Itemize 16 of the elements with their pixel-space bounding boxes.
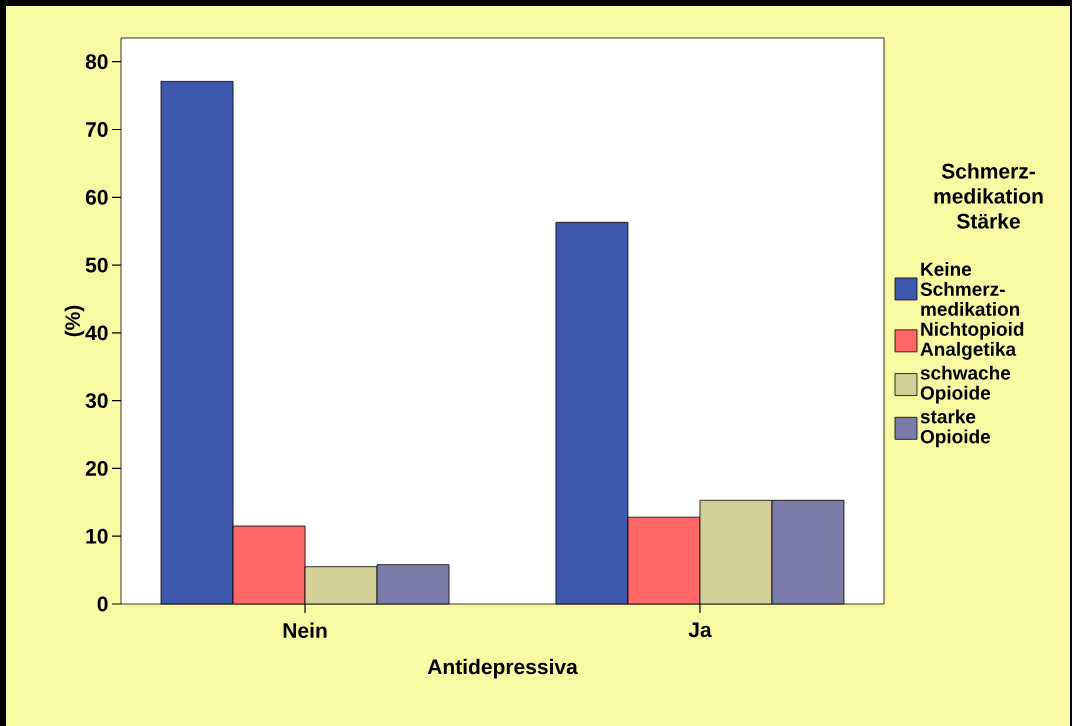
y-tick-label: 60 — [85, 189, 108, 205]
legend-label: starke Opioide — [920, 409, 991, 448]
y-tick-label: 70 — [86, 122, 108, 137]
y-axis-title: (%) — [64, 305, 85, 337]
y-tick-label: 10 — [86, 528, 108, 544]
x-tick-label: Ja — [688, 622, 712, 638]
legend-label: Keine Schmerz-medikation — [920, 261, 1020, 316]
y-tick-label: 50 — [85, 257, 108, 273]
y-tick-label: 80 — [85, 54, 108, 70]
legend-title: Schmerz-medikation Stärke — [934, 163, 1043, 229]
x-tick-label: Nein — [283, 622, 327, 638]
y-tick-label: 30 — [85, 393, 108, 409]
x-axis-title: Antidepressiva — [427, 658, 578, 679]
y-tick-label: 20 — [85, 460, 108, 476]
y-tick-label: 40 — [85, 325, 108, 341]
y-tick-label: 0 — [97, 596, 108, 612]
